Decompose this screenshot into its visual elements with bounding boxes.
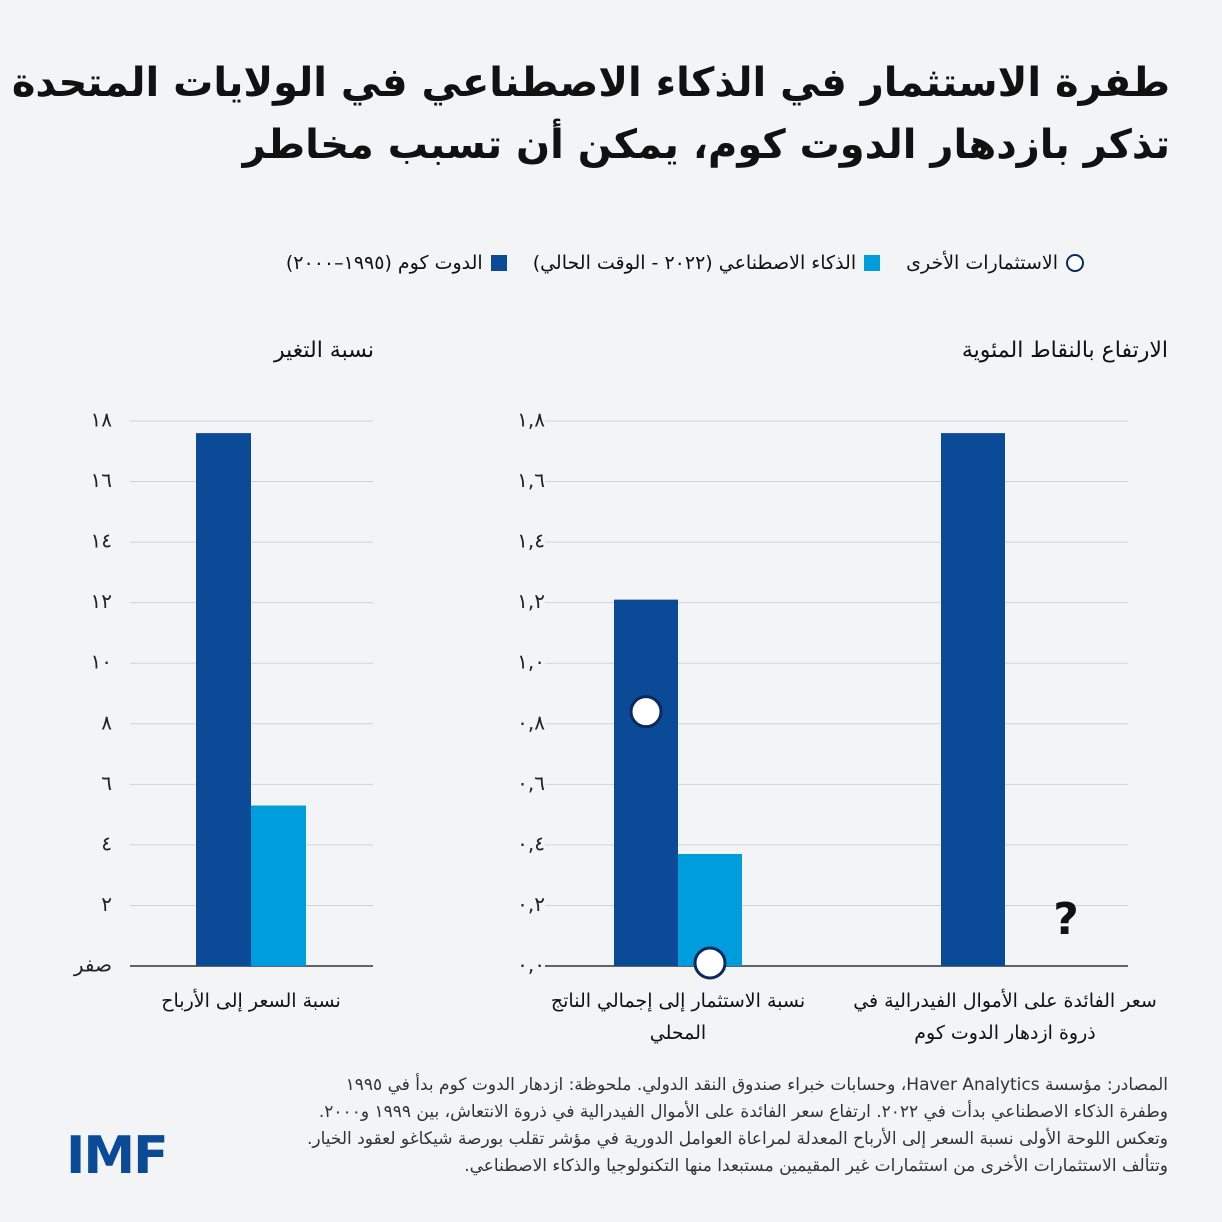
title-line: تذكر بازدهار الدوت كوم، يمكن أن تسبب مخا… <box>242 122 1170 168</box>
legend-swatch <box>490 255 507 271</box>
y-axis-title: الارتفاع بالنقاط المئوية <box>961 338 1168 363</box>
legend-swatch <box>864 255 881 271</box>
bar <box>614 599 678 966</box>
bar <box>196 433 251 967</box>
y-tick-label: ١,٦ <box>517 468 545 492</box>
annotation: ? <box>1053 894 1079 945</box>
legend-label: الاستثمارات الأخرى <box>906 252 1058 274</box>
title: طفرة الاستثمار في الذكاء الاصطناعي في ال… <box>12 52 1170 176</box>
y-tick-label: ١,٨ <box>517 408 545 432</box>
legend-item: الدوت كوم (١٩٩٥–٢٠٠٠) <box>286 252 507 274</box>
x-tick-label: نسبة الاستثمار إلى إجمالي الناتج المحلي <box>550 990 806 1044</box>
y-tick-label: ٤ <box>101 831 112 855</box>
legend-marker <box>1066 254 1084 272</box>
title-line: طفرة الاستثمار في الذكاء الاصطناعي في ال… <box>11 60 1170 106</box>
note-line: وتتألف الاستثمارات الأخرى من استثمارات غ… <box>464 1156 1168 1176</box>
marker <box>693 946 727 980</box>
marker <box>629 695 663 729</box>
legend-item: الاستثمارات الأخرى <box>906 252 1084 274</box>
y-tick-label: ٠,٦ <box>517 771 545 795</box>
y-tick-label: ١,٤ <box>517 529 545 553</box>
y-tick-label: ٠,٢ <box>517 892 545 916</box>
x-tick-label: سعر الفائدة على الأموال الفيدرالية في ذر… <box>853 990 1157 1044</box>
y-tick-label: ١٦ <box>91 468 112 492</box>
y-tick-label: ١٨ <box>91 408 113 432</box>
note-line: وتعكس اللوحة الأولى نسبة السعر إلى الأرب… <box>306 1129 1168 1149</box>
y-tick-label: ١٢ <box>91 589 112 613</box>
y-tick-label: ٢ <box>101 892 112 916</box>
legend: الاستثمارات الأخرى الذكاء الاصطناعي (٢٠٢… <box>286 252 1084 274</box>
legend-item: الذكاء الاصطناعي (٢٠٢٢ - الوقت الحالي) <box>532 252 881 274</box>
y-axis-title: نسبة التغير <box>273 338 374 363</box>
y-tick-label: ٠,٠ <box>517 953 545 977</box>
y-tick-label: صفر <box>73 953 112 977</box>
y-tick-label: ١,٢ <box>517 589 545 613</box>
bar <box>941 433 1005 967</box>
y-tick-label: ١٠ <box>91 650 112 674</box>
y-tick-label: ١,٠ <box>517 650 545 674</box>
x-tick-label: نسبة السعر إلى الأرباح <box>161 990 341 1012</box>
legend-label: الدوت كوم (١٩٩٥–٢٠٠٠) <box>285 252 483 274</box>
y-tick-label: ٨ <box>101 710 112 734</box>
y-tick-label: ١٤ <box>91 529 112 553</box>
logo: IMF <box>66 1126 169 1186</box>
note-line: وطفرة الذكاء الاصطناعي بدأت في ٢٠٢٢. ارت… <box>318 1102 1168 1122</box>
y-tick-label: ٠,٨ <box>517 710 545 734</box>
y-tick-label: ٦ <box>101 771 112 795</box>
source-note: المصادر: مؤسسة Haver Analytics، وحسابات … <box>307 1072 1168 1180</box>
note-line: المصادر: مؤسسة Haver Analytics، وحسابات … <box>345 1075 1168 1095</box>
bar <box>251 805 306 966</box>
legend-label: الذكاء الاصطناعي (٢٠٢٢ - الوقت الحالي) <box>532 252 857 274</box>
y-tick-label: ٠,٤ <box>517 831 545 855</box>
